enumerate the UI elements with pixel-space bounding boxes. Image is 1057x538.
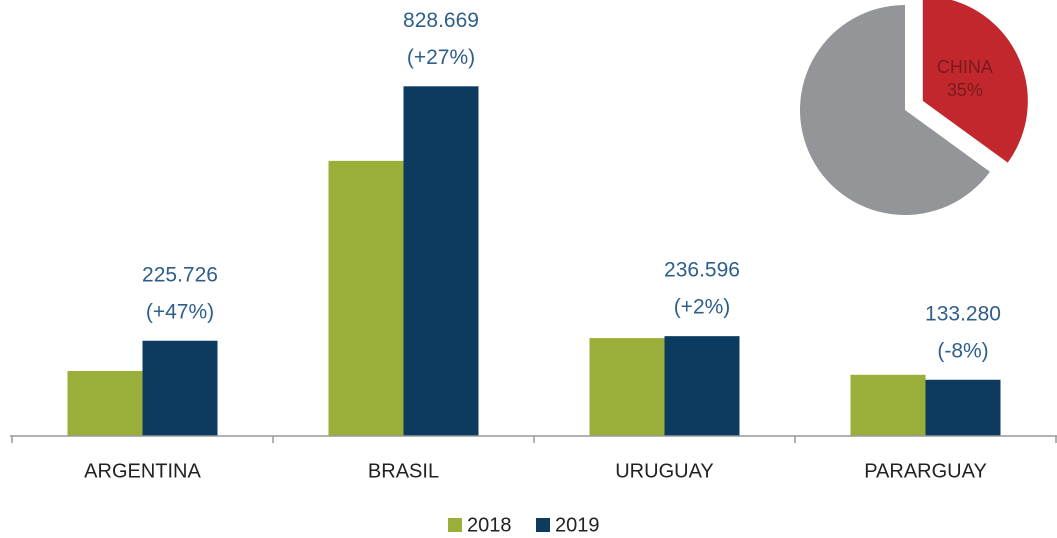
value-label: 133.280 bbox=[925, 302, 1001, 325]
x-tick-label: PARARGUAY bbox=[864, 460, 987, 482]
pie-value-label: 35% bbox=[947, 80, 983, 100]
change-label: (+27%) bbox=[407, 46, 475, 69]
x-tick-label: ARGENTINA bbox=[84, 460, 201, 482]
bar bbox=[589, 338, 665, 436]
bar bbox=[850, 374, 926, 436]
legend-label: 2019 bbox=[555, 514, 600, 536]
pie-label: CHINA bbox=[937, 57, 993, 77]
value-label: 828.669 bbox=[403, 9, 479, 32]
legend-swatch bbox=[536, 518, 550, 532]
change-label: (-8%) bbox=[937, 339, 988, 362]
bar bbox=[67, 371, 143, 436]
bar bbox=[142, 340, 218, 436]
x-tick-label: BRASIL bbox=[368, 460, 439, 482]
x-tick-label: URUGUAY bbox=[615, 460, 714, 482]
value-label: 225.726 bbox=[142, 263, 218, 286]
bar bbox=[403, 86, 479, 436]
bar bbox=[664, 336, 740, 436]
change-label: (+47%) bbox=[146, 300, 214, 323]
legend-label: 2018 bbox=[467, 514, 512, 536]
value-label: 236.596 bbox=[664, 259, 740, 282]
bar bbox=[328, 160, 404, 436]
pie-slice bbox=[922, 0, 1028, 163]
bar bbox=[925, 379, 1001, 436]
legend-swatch bbox=[448, 518, 462, 532]
change-label: (+2%) bbox=[674, 296, 731, 319]
pie-slice bbox=[800, 5, 990, 215]
